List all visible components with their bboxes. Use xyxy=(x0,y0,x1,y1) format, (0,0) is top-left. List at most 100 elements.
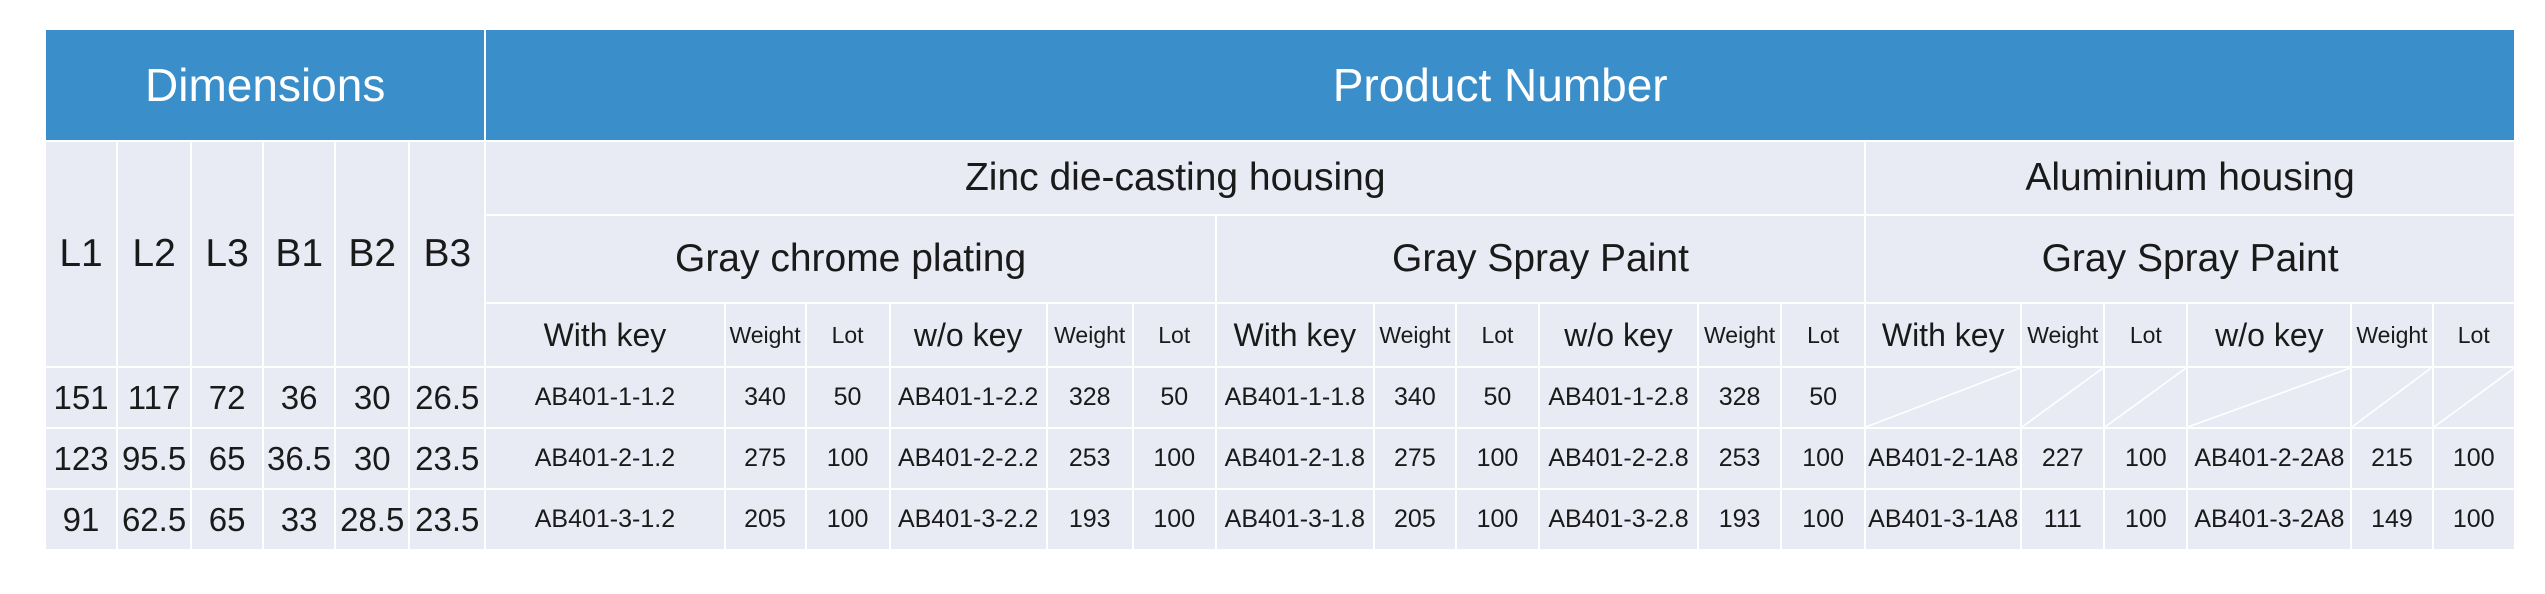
product-cell: 275 xyxy=(723,427,807,490)
product-cell: AB401-2-1.2 xyxy=(484,427,726,490)
product-cell: 111 xyxy=(2020,488,2106,551)
dimension-cell: 123 xyxy=(43,427,119,490)
product-cell: 50 xyxy=(1131,366,1217,429)
product-cell: AB401-2-1.8 xyxy=(1214,427,1375,490)
subheader-zinc-paint-lot: Lot xyxy=(1780,302,1867,368)
product-cell: 100 xyxy=(2103,427,2189,490)
product-cell: AB401-3-2.8 xyxy=(1537,488,1700,551)
product-cell: 100 xyxy=(1454,427,1540,490)
dimension-cell: 72 xyxy=(190,366,265,429)
product-table-container: Dimensions Product Number L1 L2 L3 B1 B2… xyxy=(43,28,2516,551)
dimension-cell: 30 xyxy=(334,427,411,490)
product-cell: 253 xyxy=(1045,427,1134,490)
dimension-cell: 23.5 xyxy=(408,427,487,490)
subheader-alu-paint-weight: Weight xyxy=(2020,302,2106,368)
product-cell: AB401-1-2.8 xyxy=(1537,366,1700,429)
product-cell: 193 xyxy=(1045,488,1134,551)
dim-header-b1: B1 xyxy=(262,140,337,368)
product-cell: AB401-3-1A8 xyxy=(1864,488,2023,551)
subheader-zinc-chrome-weight: Weight xyxy=(723,302,807,368)
product-cell: 100 xyxy=(2431,488,2516,551)
product-cell: 328 xyxy=(1697,366,1783,429)
subheader-alu-paint-lot: Lot xyxy=(2431,302,2516,368)
subheader-alu-paint-lot: Lot xyxy=(2103,302,2189,368)
product-cell: AB401-3-1.8 xyxy=(1214,488,1375,551)
product-cell: 275 xyxy=(1372,427,1457,490)
product-cell: 205 xyxy=(723,488,807,551)
table-row: 151 117 72 36 30 26.5 AB401-1-1.2 340 50 AB401-1-… xyxy=(43,366,2516,429)
dimension-cell: 151 xyxy=(43,366,119,429)
table-row: 123 95.5 65 36.5 30 23.5 AB401-2-1.2 275 100 AB40… xyxy=(43,427,2516,490)
product-cell: AB401-2-2.8 xyxy=(1537,427,1700,490)
dimension-cell: 91 xyxy=(43,488,119,551)
subheader-zinc-paint-weight: Weight xyxy=(1697,302,1783,368)
dimension-cell: 95.5 xyxy=(116,427,193,490)
dimension-cell: 65 xyxy=(190,488,265,551)
subheader-zinc-paint-with-key: With key xyxy=(1214,302,1375,368)
subheader-alu-paint-with-key: With key xyxy=(1864,302,2023,368)
product-cell: AB401-3-2.2 xyxy=(888,488,1048,551)
zinc-spray-paint-header: Gray Spray Paint xyxy=(1214,214,1867,304)
product-cell: AB401-1-1.8 xyxy=(1214,366,1375,429)
subheader-zinc-paint-wo-key: w/o key xyxy=(1537,302,1700,368)
dimension-cell: 65 xyxy=(190,427,265,490)
product-cell: 50 xyxy=(804,366,891,429)
product-number-header: Product Number xyxy=(484,28,2516,142)
product-cell: 100 xyxy=(804,427,891,490)
dimension-cell: 36.5 xyxy=(262,427,337,490)
dimension-cell: 117 xyxy=(116,366,193,429)
dim-header-l1: L1 xyxy=(43,140,119,368)
subheader-zinc-chrome-with-key: With key xyxy=(484,302,726,368)
subheader-alu-paint-wo-key: w/o key xyxy=(2186,302,2353,368)
dimension-cell: 36 xyxy=(262,366,337,429)
dim-header-b2: B2 xyxy=(334,140,411,368)
dimension-cell: 26.5 xyxy=(408,366,487,429)
product-cell: AB401-3-2A8 xyxy=(2186,488,2353,551)
product-cell: 215 xyxy=(2350,427,2434,490)
product-cell: 50 xyxy=(1780,366,1867,429)
product-cell: 328 xyxy=(1045,366,1134,429)
product-cell: 149 xyxy=(2350,488,2434,551)
empty-cell-diagonal xyxy=(2186,366,2353,429)
product-cell: 100 xyxy=(1131,427,1217,490)
dim-header-b3: B3 xyxy=(408,140,487,368)
product-cell: AB401-2-2A8 xyxy=(2186,427,2353,490)
product-cell: 253 xyxy=(1697,427,1783,490)
aluminium-housing-header: Aluminium housing xyxy=(1864,140,2516,216)
subheader-zinc-paint-lot: Lot xyxy=(1454,302,1540,368)
empty-cell-diagonal xyxy=(2020,366,2106,429)
dimensions-header: Dimensions xyxy=(43,28,487,142)
product-cell: 100 xyxy=(804,488,891,551)
zinc-chrome-header: Gray chrome plating xyxy=(484,214,1217,304)
product-cell: 100 xyxy=(2431,427,2516,490)
subheader-zinc-chrome-lot: Lot xyxy=(804,302,891,368)
dimension-cell: 62.5 xyxy=(116,488,193,551)
dim-header-l2: L2 xyxy=(116,140,193,368)
product-cell: 100 xyxy=(2103,488,2189,551)
product-cell: AB401-3-1.2 xyxy=(484,488,726,551)
dimension-cell: 23.5 xyxy=(408,488,487,551)
product-cell: AB401-2-1A8 xyxy=(1864,427,2023,490)
product-cell: AB401-1-2.2 xyxy=(888,366,1048,429)
product-table: Dimensions Product Number L1 L2 L3 B1 B2… xyxy=(43,28,2516,551)
subheader-alu-paint-weight: Weight xyxy=(2350,302,2434,368)
dimension-cell: 28.5 xyxy=(334,488,411,551)
dimension-cell: 30 xyxy=(334,366,411,429)
empty-cell-diagonal xyxy=(1864,366,2023,429)
empty-cell-diagonal xyxy=(2350,366,2434,429)
subheader-zinc-paint-weight: Weight xyxy=(1372,302,1457,368)
aluminium-spray-paint-header: Gray Spray Paint xyxy=(1864,214,2516,304)
zinc-housing-header: Zinc die-casting housing xyxy=(484,140,1867,216)
product-cell: 100 xyxy=(1780,488,1867,551)
product-cell: 340 xyxy=(1372,366,1457,429)
product-cell: 227 xyxy=(2020,427,2106,490)
subheader-zinc-chrome-weight: Weight xyxy=(1045,302,1134,368)
subheader-zinc-chrome-wo-key: w/o key xyxy=(888,302,1048,368)
product-cell: 100 xyxy=(1454,488,1540,551)
table-row: 91 62.5 65 33 28.5 23.5 AB401-3-1.2 205 100 AB401… xyxy=(43,488,2516,551)
subheader-zinc-chrome-lot: Lot xyxy=(1131,302,1217,368)
product-cell: 100 xyxy=(1780,427,1867,490)
product-cell: 50 xyxy=(1454,366,1540,429)
product-cell: 100 xyxy=(1131,488,1217,551)
product-cell: AB401-2-2.2 xyxy=(888,427,1048,490)
